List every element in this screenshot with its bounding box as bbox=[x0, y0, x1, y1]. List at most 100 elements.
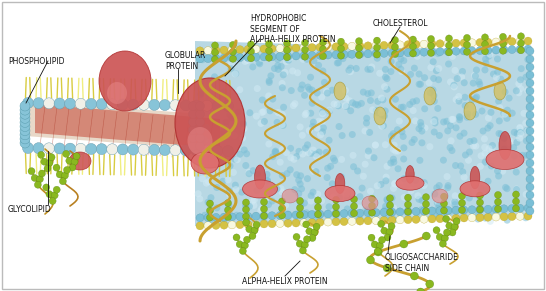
Circle shape bbox=[266, 79, 273, 86]
Circle shape bbox=[516, 45, 524, 53]
Circle shape bbox=[405, 208, 412, 215]
Circle shape bbox=[436, 40, 444, 48]
Circle shape bbox=[372, 217, 380, 225]
Circle shape bbox=[513, 139, 520, 146]
Circle shape bbox=[275, 109, 281, 116]
Circle shape bbox=[372, 49, 380, 58]
Text: OLIGOSACCHARIDE
SIDE CHAIN: OLIGOSACCHARIDE SIDE CHAIN bbox=[385, 253, 459, 273]
Circle shape bbox=[382, 177, 389, 184]
Circle shape bbox=[405, 194, 412, 201]
Circle shape bbox=[466, 194, 473, 201]
Circle shape bbox=[401, 194, 408, 201]
Circle shape bbox=[309, 235, 316, 242]
Circle shape bbox=[208, 54, 215, 61]
Circle shape bbox=[232, 52, 239, 59]
Circle shape bbox=[227, 111, 233, 118]
Circle shape bbox=[252, 50, 259, 57]
Circle shape bbox=[443, 118, 450, 125]
Circle shape bbox=[458, 194, 465, 202]
Circle shape bbox=[331, 157, 338, 164]
Circle shape bbox=[476, 38, 484, 47]
Circle shape bbox=[344, 191, 351, 198]
Circle shape bbox=[382, 203, 389, 210]
Circle shape bbox=[265, 196, 271, 203]
Circle shape bbox=[236, 151, 244, 158]
Circle shape bbox=[449, 53, 456, 60]
Circle shape bbox=[368, 89, 375, 96]
Circle shape bbox=[513, 205, 520, 212]
Circle shape bbox=[366, 129, 373, 136]
Circle shape bbox=[411, 272, 418, 280]
Circle shape bbox=[410, 36, 417, 43]
Circle shape bbox=[452, 67, 459, 74]
Circle shape bbox=[476, 192, 483, 199]
Circle shape bbox=[517, 130, 524, 137]
Circle shape bbox=[426, 143, 434, 150]
Circle shape bbox=[489, 145, 496, 152]
Circle shape bbox=[414, 53, 421, 60]
Circle shape bbox=[236, 221, 244, 229]
Ellipse shape bbox=[69, 152, 91, 170]
Circle shape bbox=[220, 221, 228, 229]
Circle shape bbox=[482, 214, 489, 221]
Circle shape bbox=[252, 45, 260, 53]
Circle shape bbox=[329, 180, 336, 187]
Circle shape bbox=[271, 148, 278, 155]
Circle shape bbox=[442, 212, 449, 219]
Circle shape bbox=[180, 100, 192, 111]
Circle shape bbox=[372, 42, 380, 49]
Circle shape bbox=[482, 66, 489, 73]
Circle shape bbox=[470, 80, 477, 87]
Circle shape bbox=[381, 112, 388, 119]
Circle shape bbox=[381, 83, 388, 90]
Circle shape bbox=[75, 143, 86, 154]
Ellipse shape bbox=[187, 127, 212, 155]
Circle shape bbox=[197, 196, 203, 203]
Circle shape bbox=[464, 41, 471, 48]
Circle shape bbox=[455, 98, 462, 105]
Circle shape bbox=[307, 198, 314, 205]
Circle shape bbox=[413, 97, 420, 104]
Circle shape bbox=[378, 109, 385, 116]
Circle shape bbox=[500, 38, 508, 46]
Circle shape bbox=[283, 54, 290, 61]
Circle shape bbox=[508, 212, 516, 221]
Circle shape bbox=[448, 50, 455, 57]
Circle shape bbox=[271, 65, 278, 72]
Circle shape bbox=[355, 38, 363, 45]
Circle shape bbox=[511, 153, 518, 160]
Circle shape bbox=[394, 148, 401, 155]
Circle shape bbox=[456, 116, 463, 123]
Circle shape bbox=[300, 52, 308, 60]
Circle shape bbox=[391, 37, 399, 44]
Circle shape bbox=[296, 211, 304, 218]
Circle shape bbox=[374, 248, 382, 256]
Circle shape bbox=[351, 196, 358, 203]
Circle shape bbox=[373, 44, 381, 51]
Circle shape bbox=[459, 193, 466, 200]
Circle shape bbox=[416, 70, 423, 77]
Circle shape bbox=[524, 127, 531, 134]
Circle shape bbox=[374, 182, 381, 189]
Circle shape bbox=[20, 122, 30, 132]
Circle shape bbox=[323, 88, 330, 95]
Circle shape bbox=[515, 89, 523, 96]
Circle shape bbox=[374, 55, 381, 62]
Circle shape bbox=[206, 139, 213, 146]
Circle shape bbox=[477, 199, 484, 206]
Circle shape bbox=[224, 214, 232, 221]
Circle shape bbox=[274, 119, 281, 126]
Text: GLOBULAR
PROTEIN: GLOBULAR PROTEIN bbox=[165, 51, 206, 71]
Circle shape bbox=[477, 163, 484, 170]
Circle shape bbox=[511, 129, 518, 136]
Circle shape bbox=[277, 185, 284, 192]
Circle shape bbox=[224, 200, 232, 207]
Circle shape bbox=[410, 98, 417, 105]
Circle shape bbox=[428, 36, 435, 42]
Circle shape bbox=[253, 221, 260, 228]
Circle shape bbox=[276, 52, 284, 61]
Circle shape bbox=[390, 185, 397, 192]
Circle shape bbox=[494, 69, 501, 76]
Circle shape bbox=[412, 215, 420, 223]
Circle shape bbox=[272, 148, 279, 155]
